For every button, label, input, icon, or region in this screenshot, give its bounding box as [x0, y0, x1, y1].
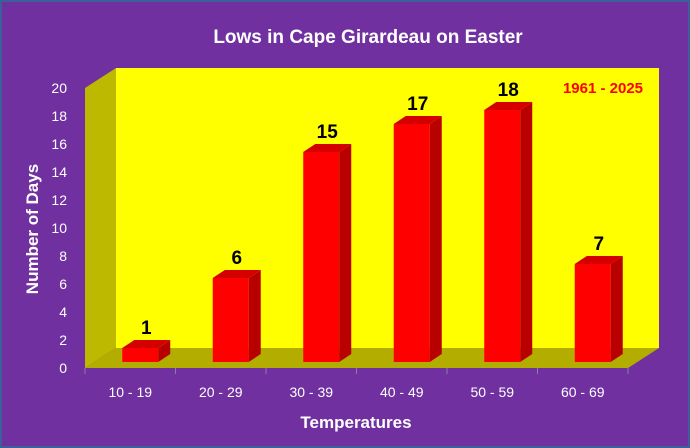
y-tick-label: 10: [51, 220, 67, 236]
bar: [212, 270, 261, 362]
bars: [122, 102, 623, 362]
y-tick-label: 20: [51, 80, 67, 96]
y-tick-label: 18: [51, 108, 67, 124]
x-tick-label: 10 - 19: [108, 384, 152, 400]
data-label: 1: [141, 318, 152, 339]
bar-top: [303, 144, 352, 152]
data-labels: 1 6 15 17 18 7: [141, 80, 604, 339]
x-tick-label: 40 - 49: [380, 384, 424, 400]
bar-side: [610, 256, 623, 362]
bar-front: [122, 348, 159, 362]
plot-area: [85, 68, 659, 368]
x-tick-label: 60 - 69: [561, 384, 605, 400]
bar: [122, 340, 171, 362]
x-axis-title: Temperatures: [300, 413, 411, 432]
bar: [484, 102, 533, 362]
floor: [85, 348, 659, 368]
y-axis-ticks: 0 2 4 6 8 10 12 14 16 18 20: [51, 80, 67, 376]
y-tick-label: 0: [59, 360, 67, 376]
bar-top: [574, 256, 623, 264]
data-label: 18: [498, 80, 519, 101]
bar-front: [393, 124, 430, 362]
y-tick-label: 6: [59, 276, 67, 292]
y-axis-title: Number of Days: [23, 164, 42, 294]
bar: [303, 144, 352, 362]
bar: [574, 256, 623, 362]
y-tick-label: 14: [51, 164, 67, 180]
bar-front: [574, 264, 611, 362]
bar: [393, 116, 442, 362]
bar-side: [429, 116, 442, 362]
bar-side: [520, 102, 533, 362]
y-tick-label: 12: [51, 192, 67, 208]
bar-top: [393, 116, 442, 124]
y-tick-label: 16: [51, 136, 67, 152]
y-tick-label: 4: [59, 304, 67, 320]
bar-side: [248, 270, 261, 362]
bar-side: [158, 340, 171, 362]
data-label: 6: [231, 248, 242, 269]
side-wall: [85, 68, 116, 368]
bar-top: [484, 102, 533, 110]
x-tick-label: 20 - 29: [199, 384, 243, 400]
y-tick-label: 2: [59, 332, 67, 348]
x-tick-label: 30 - 39: [289, 384, 333, 400]
bar-top: [212, 270, 261, 278]
bar-side: [339, 144, 352, 362]
x-axis-ticks: 10 - 19 20 - 29 30 - 39 40 - 49 50 - 59 60 - …: [84, 368, 629, 400]
x-tick-label: 50 - 59: [470, 384, 514, 400]
data-label: 17: [407, 94, 428, 115]
data-label: 15: [317, 122, 339, 143]
bar-front: [212, 278, 249, 362]
bar-front: [484, 110, 521, 362]
year-range-annotation: 1961 - 2025: [563, 80, 643, 97]
bar-front: [303, 152, 340, 362]
y-tick-label: 8: [59, 248, 67, 264]
bar-top: [122, 340, 171, 348]
data-label: 7: [593, 234, 604, 255]
chart-title: Lows in Cape Girardeau on Easter: [213, 27, 523, 48]
